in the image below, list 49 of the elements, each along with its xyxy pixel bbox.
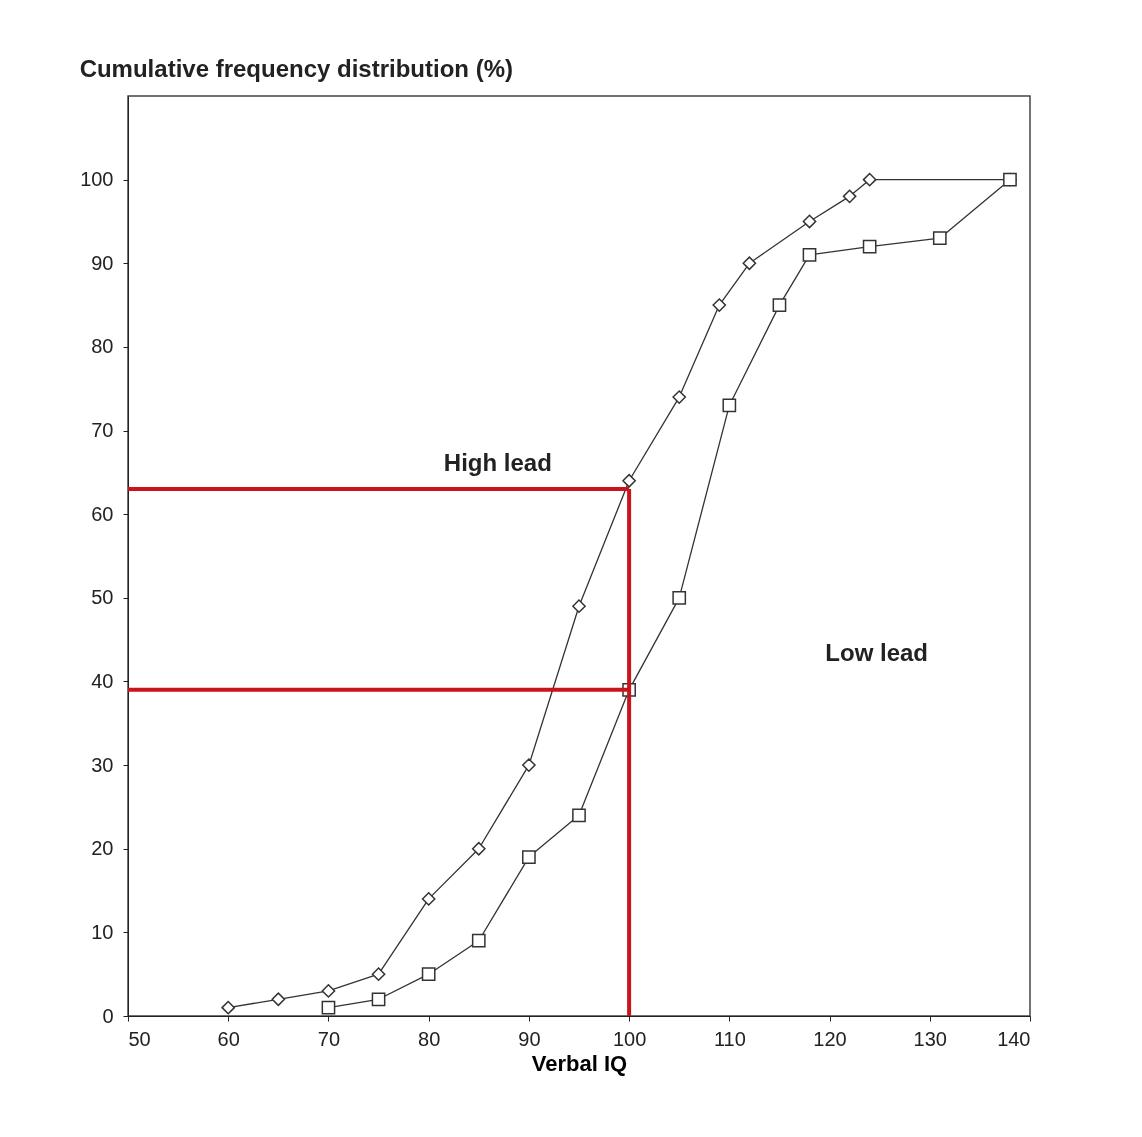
- y-tick-label: 70: [91, 419, 114, 442]
- point: [712, 298, 727, 312]
- point: [221, 1000, 236, 1015]
- x-tick-label: 120: [813, 1027, 847, 1050]
- point: [271, 992, 286, 1007]
- x-tick-label: 100: [612, 1027, 647, 1050]
- y-tick-label: 30: [91, 753, 114, 776]
- x-tick-label: 130: [913, 1027, 947, 1050]
- x-axis-title: Verbal IQ: [531, 1050, 628, 1076]
- point: [371, 967, 386, 982]
- point: [672, 590, 687, 605]
- chart-title: Cumulative frequency distribution (%): [79, 55, 514, 82]
- x-tick-label: 140: [997, 1027, 1031, 1050]
- x-tick-label: 70: [317, 1027, 341, 1050]
- annotation: High lead: [443, 449, 552, 476]
- point: [371, 992, 386, 1007]
- y-tick-label: 100: [80, 168, 114, 191]
- point: [622, 473, 636, 488]
- point: [672, 390, 687, 404]
- point: [421, 892, 436, 906]
- x-tick-label: 110: [713, 1027, 746, 1050]
- point: [572, 599, 586, 614]
- x-tick-label: 60: [217, 1027, 240, 1050]
- point: [572, 808, 586, 823]
- y-tick-label: 80: [91, 335, 114, 358]
- y-tick-label: 90: [91, 251, 114, 274]
- y-tick-label: 0: [102, 1004, 114, 1027]
- x-tick-label: 80: [418, 1027, 441, 1050]
- point: [722, 398, 737, 413]
- point: [862, 239, 877, 254]
- point: [772, 298, 787, 312]
- y-tick-label: 60: [91, 502, 114, 525]
- point: [932, 231, 947, 246]
- y-tick-label: 20: [91, 837, 114, 860]
- y-tick-label: 10: [91, 920, 114, 943]
- point: [742, 256, 757, 271]
- point: [471, 933, 486, 948]
- point: [1003, 172, 1017, 187]
- point: [471, 841, 486, 856]
- point: [321, 984, 336, 998]
- point: [421, 967, 436, 982]
- point: [522, 850, 536, 864]
- point: [321, 1000, 336, 1015]
- y-tick-label: 40: [91, 669, 114, 692]
- x-tick-label: 90: [518, 1027, 541, 1050]
- point: [802, 248, 817, 262]
- x-tick-label: 50: [128, 1027, 151, 1050]
- annotation: Low lead: [825, 639, 928, 667]
- y-tick-label: 50: [91, 586, 114, 609]
